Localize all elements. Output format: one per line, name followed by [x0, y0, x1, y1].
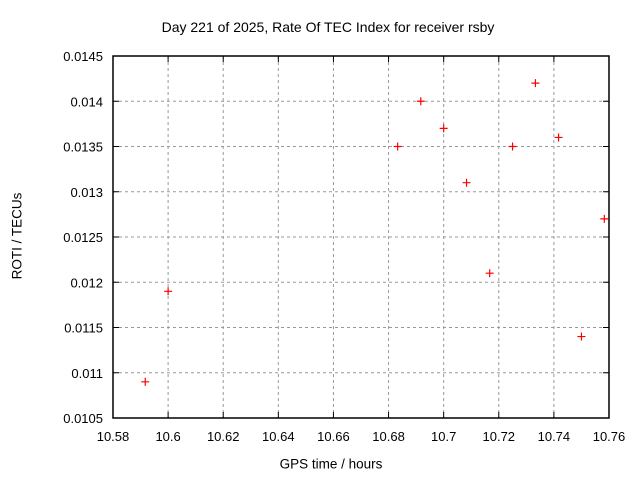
y-tick-label: 0.012 [70, 275, 103, 290]
data-point-marker [554, 133, 563, 142]
data-point-marker [600, 214, 609, 223]
data-point-marker [485, 269, 494, 278]
y-tick-label: 0.0105 [63, 411, 103, 426]
data-point-marker [141, 377, 150, 386]
chart-title: Day 221 of 2025, Rate Of TEC Index for r… [161, 19, 495, 35]
x-tick-label: 10.76 [593, 429, 626, 444]
x-tick-label: 10.62 [207, 429, 240, 444]
x-tick-label: 10.68 [372, 429, 405, 444]
y-tick-label: 0.0145 [63, 49, 103, 64]
data-point-marker [416, 97, 425, 106]
y-tick-label: 0.0135 [63, 140, 103, 155]
x-tick-label: 10.72 [483, 429, 516, 444]
x-tick-label: 10.74 [538, 429, 571, 444]
y-tick-label: 0.011 [71, 366, 103, 381]
x-tick-label: 10.64 [262, 429, 295, 444]
y-tick-label: 0.0125 [63, 230, 103, 245]
y-axis-label: ROTI / TECUs [9, 192, 25, 280]
x-tick-label: 10.58 [97, 429, 130, 444]
plot-border [112, 55, 610, 419]
x-tick-label: 10.6 [155, 429, 180, 444]
y-tick-label: 0.014 [70, 94, 103, 109]
y-tick-label: 0.013 [70, 185, 103, 200]
data-point-marker [462, 178, 471, 187]
data-point-marker [393, 142, 402, 151]
data-point-marker [508, 142, 517, 151]
x-axis-label: GPS time / hours [279, 456, 383, 472]
data-point-marker [439, 124, 448, 133]
data-point-marker [531, 79, 540, 88]
x-tick-label: 10.66 [317, 429, 350, 444]
data-point-marker [164, 287, 173, 296]
x-tick-label: 10.7 [431, 429, 456, 444]
data-point-marker [577, 332, 586, 341]
y-tick-label: 0.0115 [64, 321, 103, 336]
